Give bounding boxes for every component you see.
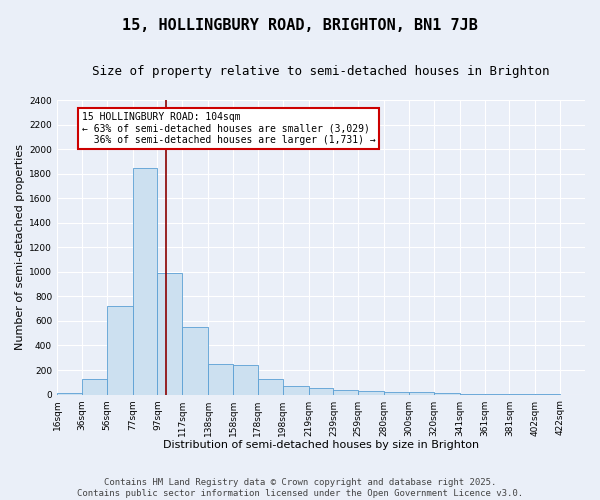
Y-axis label: Number of semi-detached properties: Number of semi-detached properties [15,144,25,350]
Bar [283,386,308,394]
Bar [182,327,208,394]
Bar [384,392,409,394]
Bar [258,378,283,394]
Bar [133,168,157,394]
Bar [157,273,182,394]
Text: Contains HM Land Registry data © Crown copyright and database right 2025.
Contai: Contains HM Land Registry data © Crown c… [77,478,523,498]
Bar [308,388,334,394]
Text: 15, HOLLINGBURY ROAD, BRIGHTON, BN1 7JB: 15, HOLLINGBURY ROAD, BRIGHTON, BN1 7JB [122,18,478,32]
Bar [358,391,384,394]
Bar [107,306,133,394]
Bar [334,390,358,394]
Bar [409,392,434,394]
Bar [82,378,107,394]
Bar [233,364,258,394]
Title: Size of property relative to semi-detached houses in Brighton: Size of property relative to semi-detach… [92,65,550,78]
Text: 15 HOLLINGBURY ROAD: 104sqm
← 63% of semi-detached houses are smaller (3,029)
  : 15 HOLLINGBURY ROAD: 104sqm ← 63% of sem… [82,112,376,146]
Bar [208,364,233,394]
X-axis label: Distribution of semi-detached houses by size in Brighton: Distribution of semi-detached houses by … [163,440,479,450]
